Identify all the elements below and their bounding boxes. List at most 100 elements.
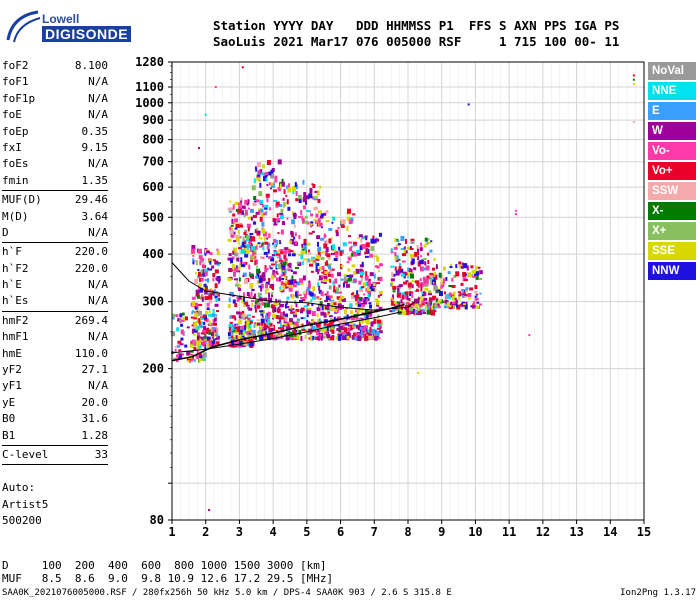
echo-point (250, 216, 253, 221)
echo-point (269, 326, 274, 329)
param-row-fxi: fxI 9.15 (2, 140, 108, 156)
echo-point (396, 240, 400, 243)
echo-point (329, 320, 333, 326)
muf-row: MUF 8.5 8.6 9.0 9.8 10.9 12.6 17.2 29.5 … (2, 572, 334, 585)
echo-point (254, 322, 257, 325)
echo-point (258, 237, 263, 240)
legend-item-vo: Vo- (648, 142, 696, 160)
echo-point (364, 275, 369, 281)
echo-point (195, 355, 200, 358)
echo-point (235, 335, 238, 340)
echo-point (303, 293, 307, 299)
echo-point (341, 219, 346, 225)
echo-point (473, 300, 477, 306)
param-row-hmf2: hmF2 269.4 (2, 313, 108, 329)
echo-point (312, 183, 316, 188)
echo-point (206, 306, 210, 309)
echo-point (291, 231, 294, 236)
echo-point (249, 242, 253, 245)
echo-point (234, 227, 238, 230)
echo-point (174, 345, 179, 348)
echo-point (232, 250, 235, 254)
echo-point (394, 238, 397, 243)
echo-point (264, 265, 267, 270)
echo-point (288, 262, 292, 268)
echo-point (262, 337, 266, 340)
echo-point (306, 319, 309, 322)
echo-point (319, 185, 322, 189)
echo-point (228, 326, 231, 332)
echo-point (212, 308, 215, 314)
isolated-echo-point (417, 371, 420, 374)
echo-point (260, 318, 265, 324)
echo-point (448, 305, 452, 308)
echo-point (356, 312, 359, 318)
echo-point (192, 260, 195, 265)
param-key: MUF(D) (2, 193, 42, 207)
echo-point (283, 250, 288, 255)
echo-point (294, 334, 297, 340)
echo-point (301, 326, 304, 331)
echo-point (290, 308, 293, 314)
echo-point (284, 316, 288, 322)
echo-point (367, 333, 372, 336)
echo-point (279, 257, 283, 261)
echo-point (254, 260, 257, 266)
echo-point (326, 323, 331, 326)
param-value: 8.100 (74, 59, 108, 72)
echo-point (320, 226, 323, 229)
echo-point (300, 336, 303, 342)
echo-point (264, 204, 269, 210)
plot-frame (171, 61, 645, 521)
x-tick-label: 3 (236, 525, 243, 539)
echo-point (237, 286, 241, 289)
echo-point (311, 183, 314, 186)
echo-point (398, 262, 401, 267)
echo-point (347, 208, 352, 214)
echo-point (230, 227, 233, 230)
echo-point (332, 280, 336, 285)
echo-point (365, 271, 368, 277)
echo-point (306, 303, 309, 306)
echo-point (398, 258, 401, 261)
echo-point (302, 205, 306, 210)
echo-point (390, 296, 393, 299)
echo-point (281, 270, 284, 274)
echo-point (474, 295, 477, 298)
echo-point (205, 318, 209, 323)
echo-point (456, 304, 459, 308)
echo-point (348, 321, 353, 324)
echo-point (241, 210, 244, 215)
legend-item-e: E (648, 102, 696, 120)
echo-point (252, 275, 255, 280)
echo-point (447, 296, 451, 300)
echo-point (232, 213, 236, 217)
param-key: h`E (2, 278, 22, 292)
echo-point (274, 175, 278, 181)
isolated-echo-point (467, 103, 470, 106)
echo-point (255, 167, 258, 172)
echo-point (175, 359, 179, 363)
echo-point (330, 252, 335, 255)
echo-point (271, 283, 275, 289)
echo-point (351, 252, 354, 257)
echo-point (259, 310, 264, 313)
echo-point (182, 333, 185, 336)
echo-point (209, 293, 213, 296)
echo-point (247, 199, 250, 205)
echo-point (201, 321, 206, 325)
echo-point (342, 323, 345, 329)
x-tick-label: 14 (603, 525, 617, 539)
echo-point (360, 304, 365, 308)
echo-point (318, 246, 322, 251)
echo-point (238, 315, 241, 319)
echo-point (303, 251, 307, 254)
echo-point (377, 294, 380, 298)
echo-point (242, 292, 245, 298)
echo-point (377, 314, 380, 317)
echo-point (376, 327, 379, 330)
param-value: 1.35 (81, 173, 109, 187)
echo-point (277, 263, 282, 266)
echo-point (326, 326, 329, 332)
echo-point (427, 293, 432, 296)
